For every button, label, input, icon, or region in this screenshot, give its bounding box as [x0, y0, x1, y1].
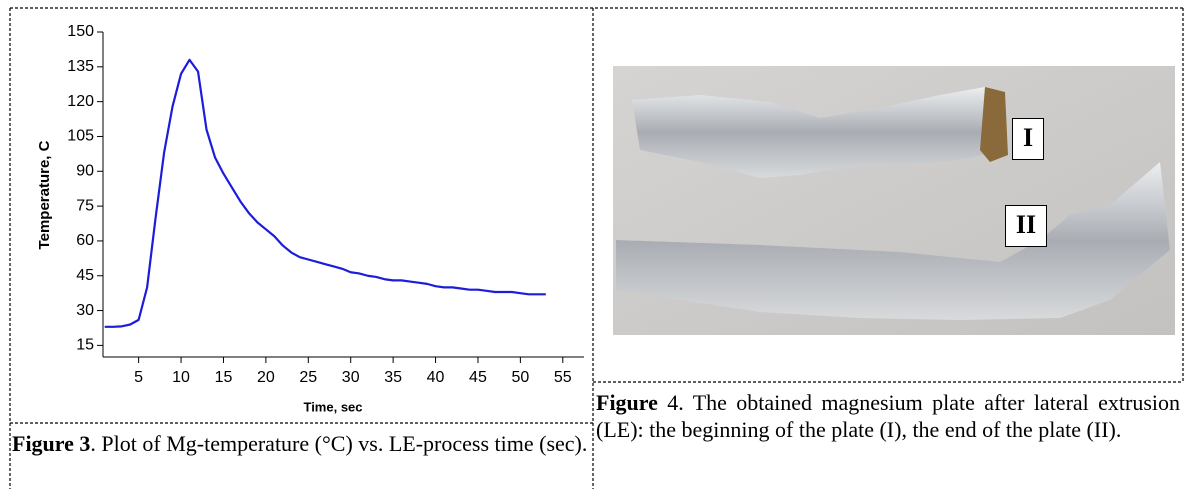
x-tick-label: 25	[299, 369, 317, 386]
plate-two	[616, 162, 1170, 320]
figure-caption: Figure 4. The obtained magnesium plate a…	[596, 389, 1180, 443]
y-tick-label: 105	[67, 128, 94, 145]
plate-one-end	[980, 87, 1008, 162]
x-tick-label: 55	[554, 369, 572, 386]
x-tick-label: 30	[342, 369, 360, 386]
y-tick-label: 75	[76, 197, 94, 214]
caption-text: . Plot of Mg-temperature (°C) vs. LE-pro…	[90, 431, 588, 456]
figure-caption: Figure 3. Plot of Mg-temperature (°C) vs…	[12, 430, 590, 457]
x-tick-label: 45	[469, 369, 487, 386]
y-tick-label: 15	[76, 337, 94, 354]
y-tick-label: 60	[76, 232, 94, 249]
y-tick-label: 45	[76, 267, 94, 284]
y-tick-label: 30	[76, 302, 94, 319]
caption-label: Figure 3	[12, 431, 91, 456]
x-tick-label: 15	[215, 369, 233, 386]
x-tick-label: 40	[427, 369, 445, 386]
y-tick-label: 120	[67, 93, 94, 110]
x-tick-label: 50	[511, 369, 529, 386]
y-tick-label: 90	[76, 163, 94, 180]
caption-label: Figure	[596, 390, 658, 415]
x-tick-label: 10	[172, 369, 190, 386]
x-tick-label: 35	[384, 369, 402, 386]
x-axis-label: Time, sec	[303, 399, 362, 414]
y-tick-label: 135	[67, 58, 94, 75]
caption-text: 4. The obtained magnesium plate after la…	[596, 390, 1180, 442]
frame	[9, 7, 1184, 489]
x-tick-label: 20	[257, 369, 275, 386]
plate-one	[632, 87, 1005, 178]
plate-mark: I	[1012, 118, 1044, 160]
y-axis-label: Temperature, C	[36, 140, 53, 249]
y-tick-label: 150	[67, 23, 94, 40]
x-tick-label: 5	[134, 369, 143, 386]
plate-mark: II	[1005, 205, 1047, 247]
data-line	[104, 58, 546, 328]
